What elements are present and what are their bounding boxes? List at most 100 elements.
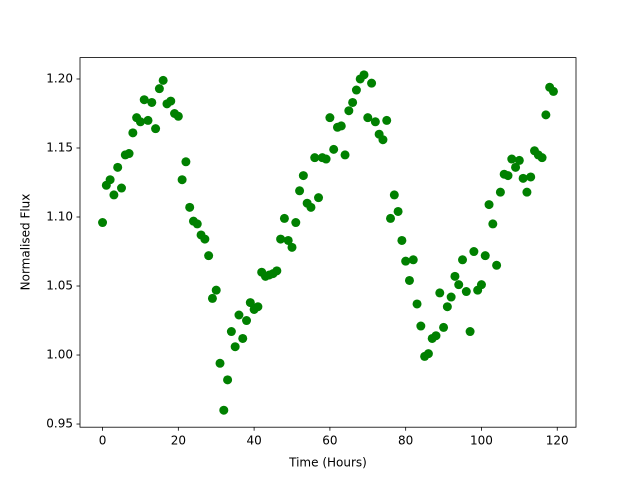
point [526,172,536,182]
point [234,310,244,320]
point [503,171,513,181]
point [393,206,403,216]
x-tick-label: 20 [171,434,186,448]
point [151,124,161,134]
point [518,173,528,183]
point [105,175,115,185]
point [158,75,168,85]
point [215,358,225,368]
point [450,271,460,281]
point [230,342,240,352]
point [314,193,324,203]
point [435,288,445,298]
point [416,321,426,331]
point [401,256,411,266]
point [367,78,377,88]
point [476,280,486,290]
y-tick-label: 1.15 [46,140,73,154]
point [116,183,126,193]
point [514,155,524,165]
point [113,162,123,172]
point [344,106,354,116]
point [306,202,316,212]
point [412,299,422,309]
point [173,111,183,121]
point [370,117,380,127]
point [442,302,452,312]
axes-frame [79,57,577,428]
point [507,154,517,164]
y-tick-label: 1.00 [46,348,73,362]
point [389,190,399,200]
x-tick-label: 40 [246,434,261,448]
point [336,121,346,131]
point [458,255,468,265]
point [177,175,187,185]
point [242,316,252,326]
point [219,405,229,415]
point [124,149,134,159]
point [454,280,464,290]
point [548,86,558,96]
point [480,251,490,261]
point [238,333,248,343]
point [226,327,236,337]
point [404,275,414,285]
point [279,213,289,223]
point [492,260,502,270]
point [253,302,263,312]
point [348,97,358,107]
y-tick-label: 1.20 [46,71,73,85]
y-tick-label: 1.10 [46,210,73,224]
point [386,213,396,223]
point [431,331,441,341]
point [321,154,331,164]
point [511,162,521,172]
point [382,115,392,125]
point [363,113,373,123]
point [143,115,153,125]
point [465,327,475,337]
point [204,251,214,261]
point [439,322,449,332]
point [469,247,479,257]
point [207,293,217,303]
point [359,70,369,80]
point [340,150,350,160]
point [291,218,301,228]
point [211,285,221,295]
point [351,85,361,95]
point [397,235,407,245]
y-tick-label: 1.05 [46,279,73,293]
point [109,190,119,200]
point [98,218,108,228]
x-tick-label: 120 [546,434,569,448]
point [185,202,195,212]
point [147,97,157,107]
point [446,292,456,302]
point [488,219,498,229]
point [135,117,145,127]
point [522,187,532,197]
y-axis-label: Normalised Flux [19,194,33,291]
point [298,171,308,181]
point [461,287,471,297]
point [537,153,547,163]
y-tick-label: 0.95 [46,417,73,431]
point [223,375,233,385]
point [166,96,176,106]
point [287,242,297,252]
point [423,349,433,359]
point [283,235,293,245]
x-tick-label: 100 [470,434,493,448]
x-tick-label: 0 [99,434,107,448]
point [245,298,255,308]
point [192,219,202,229]
point [154,84,164,94]
point [128,128,138,138]
x-axis-label: Time (Hours) [288,456,367,470]
x-tick-label: 80 [398,434,413,448]
point [200,234,210,244]
